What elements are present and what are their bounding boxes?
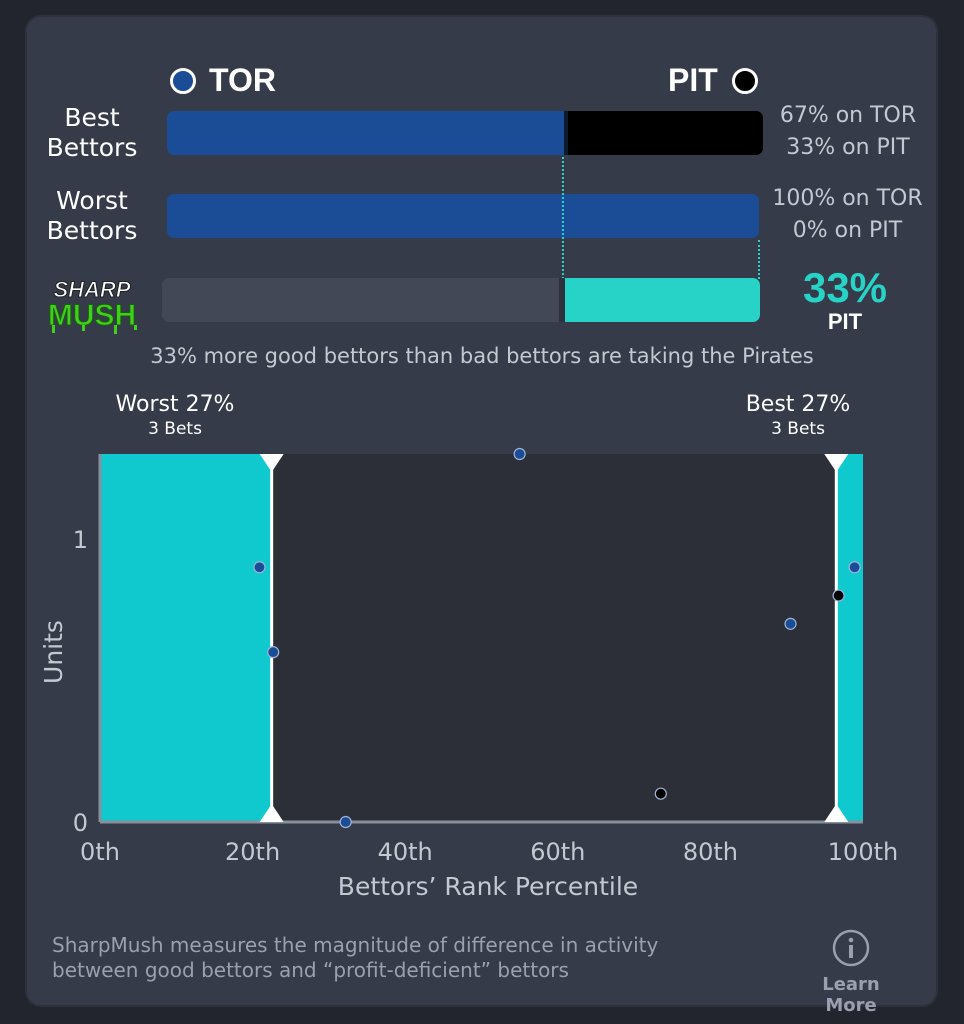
best-bettors-pct: 67% on TOR 33% on PIT bbox=[768, 100, 928, 164]
tor-legend-label: TOR bbox=[209, 62, 276, 98]
worst-bettors-label: Worst Bettors bbox=[22, 186, 162, 246]
tor-bet-point bbox=[848, 561, 861, 574]
footer-line1: SharpMush measures the magnitude of diff… bbox=[52, 933, 659, 957]
best-region bbox=[836, 454, 863, 822]
best-region-title: Best 27% bbox=[745, 392, 851, 417]
tor-bet-point bbox=[339, 815, 352, 829]
worst-region-title: Worst 27% bbox=[115, 392, 235, 417]
x-tick-label: 40th bbox=[378, 838, 433, 866]
scatter-chart: 0th 20th 40th 60th 80th 100th 0 1 Units Bettors… bbox=[39, 447, 898, 901]
tor-bet-point bbox=[784, 617, 797, 630]
worst-bettors-label-line1: Worst bbox=[56, 186, 128, 215]
worst-region bbox=[100, 454, 272, 822]
worst-bettors-bar bbox=[167, 194, 759, 238]
worst-bettors-pit-pct: 0% on PIT bbox=[792, 218, 903, 243]
sharpmush-logo-line1: SHARP bbox=[53, 277, 130, 302]
worst-bettors-pct: 100% on TOR 0% on PIT bbox=[765, 183, 930, 247]
best-bettors-label-line1: Best bbox=[64, 103, 120, 132]
info-icon bbox=[832, 929, 870, 967]
pit-legend-dot bbox=[732, 68, 758, 94]
y-axis-label: Units bbox=[39, 620, 68, 684]
x-tick-label: 100th bbox=[828, 838, 898, 866]
worst-split-connector bbox=[758, 240, 760, 279]
x-tick-label: 60th bbox=[530, 838, 585, 866]
tor-bet-point bbox=[253, 561, 266, 574]
x-tick-label: 20th bbox=[225, 838, 280, 866]
best-bettors-bar bbox=[167, 111, 763, 155]
footer-description: SharpMush measures the magnitude of diff… bbox=[52, 933, 772, 983]
sharpmush-bar bbox=[162, 278, 760, 322]
sharpmush-team: PIT bbox=[827, 309, 863, 334]
tor-bet-point bbox=[267, 646, 280, 659]
sharpmush-bar-fill bbox=[565, 278, 760, 322]
y-tick-label: 1 bbox=[73, 526, 88, 554]
x-axis-label: Bettors’ Rank Percentile bbox=[338, 872, 638, 901]
summary-text: 33% more good bettors than bad bettors a… bbox=[150, 344, 814, 368]
region-boundary-handle-top bbox=[824, 454, 849, 472]
sharpmush-value: 33% bbox=[802, 264, 888, 311]
best-bettors-pit-pct: 33% on PIT bbox=[786, 135, 910, 160]
region-boundary-handle-bottom bbox=[824, 804, 849, 822]
pit-bet-point bbox=[654, 787, 667, 800]
bar-divider bbox=[564, 111, 568, 155]
x-tick-label: 80th bbox=[683, 838, 738, 866]
best-region-label: Best 27% 3 Bets bbox=[718, 392, 878, 439]
best-split-connector bbox=[562, 157, 564, 279]
best-bettors-label: Best Bettors bbox=[22, 103, 162, 163]
x-tick-label: 0th bbox=[80, 838, 120, 866]
tor-bet-point bbox=[513, 447, 526, 461]
learn-more-label: Learn More bbox=[822, 974, 880, 1016]
pit-bet-point bbox=[832, 589, 845, 602]
best-bettors-tor-pct: 67% on TOR bbox=[779, 103, 917, 128]
best-region-count: 3 Bets bbox=[771, 419, 825, 439]
y-tick-label: 0 bbox=[73, 809, 88, 837]
sharpmush-logo-line2: MUSH bbox=[48, 299, 136, 332]
worst-region-count: 3 Bets bbox=[148, 419, 202, 439]
learn-more-button[interactable]: Learn More bbox=[795, 928, 907, 1016]
region-boundary-handle-bottom bbox=[259, 804, 284, 822]
worst-bettors-tor-segment bbox=[167, 194, 759, 238]
pit-legend-label: PIT bbox=[668, 62, 718, 98]
best-bettors-label-line2: Bettors bbox=[46, 133, 138, 162]
tor-legend-dot bbox=[170, 68, 196, 94]
sharpmush-logo: SHARP MUSH bbox=[47, 277, 137, 334]
best-bettors-pit-segment bbox=[568, 111, 763, 155]
region-boundary-handle-top bbox=[259, 454, 284, 472]
worst-region-label: Worst 27% 3 Bets bbox=[95, 392, 255, 439]
sharpmush-bar-divider bbox=[559, 278, 565, 322]
worst-bettors-tor-pct: 100% on TOR bbox=[772, 186, 923, 211]
best-bettors-tor-segment bbox=[167, 111, 564, 155]
worst-bettors-label-line2: Bettors bbox=[46, 216, 138, 245]
footer-line2: between good bettors and “profit-deficie… bbox=[52, 958, 569, 982]
sharpmush-bar-track bbox=[162, 278, 559, 322]
